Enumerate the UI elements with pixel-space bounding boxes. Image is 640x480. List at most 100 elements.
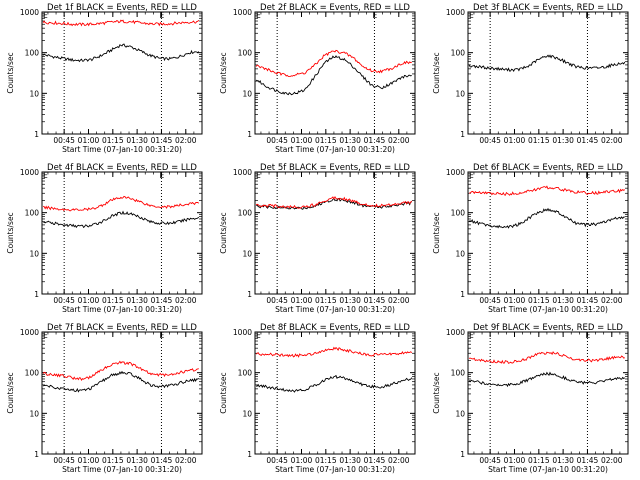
x-axis-label: Start Time (07-Jan-10 00:31:20) (62, 465, 182, 474)
series-line-lld (255, 196, 413, 209)
x-tick-label: 01:30 (126, 456, 148, 465)
y-tick-label: 1 (247, 130, 252, 139)
chart-title: Det 3f BLACK = Events, RED = LLD (473, 3, 623, 13)
x-axis-label: Start Time (07-Jan-10 00:31:20) (62, 305, 182, 314)
x-tick-label: 01:15 (528, 136, 550, 145)
y-tick-label: 1000 (233, 328, 252, 337)
y-tick-label: 1000 (20, 8, 39, 17)
y-tick-label: 1 (460, 130, 465, 139)
chart-panel-6: Det 6f BLACK = Events, RED = LLDEE110100… (432, 163, 629, 314)
plot-frame (41, 331, 203, 455)
y-tick-label: 1 (247, 450, 252, 459)
y-tick-label: 10 (455, 89, 465, 98)
y-tick-label: 1 (34, 130, 39, 139)
x-tick-label: 02:00 (388, 136, 410, 145)
series-line-lld (255, 49, 412, 78)
corner-label: E (43, 331, 48, 340)
y-axis-label: Counts/sec (219, 52, 228, 93)
y-tick-label: 1 (460, 290, 465, 299)
x-tick-label: 02:00 (175, 296, 197, 305)
y-tick-label: 1000 (20, 328, 39, 337)
y-tick-label: 10 (29, 249, 39, 258)
corner-label: E (469, 331, 474, 340)
x-tick-label: 00:45 (479, 456, 501, 465)
x-tick-label: 00:45 (266, 296, 288, 305)
series-line-events (42, 370, 200, 393)
chart-panel-3: Det 3f BLACK = Events, RED = LLDEE110100… (432, 3, 629, 145)
x-tick-label: 01:45 (577, 296, 599, 305)
y-tick-label: 100 (451, 209, 466, 218)
y-tick-label: 1 (34, 450, 39, 459)
x-tick-label: 00:45 (479, 136, 501, 145)
x-tick-label: 02:00 (388, 456, 410, 465)
y-tick-label: 10 (242, 409, 252, 418)
y-tick-label: 1000 (20, 168, 39, 177)
x-tick-label: 01:00 (504, 296, 526, 305)
x-tick-label: 01:15 (315, 296, 337, 305)
y-tick-label: 100 (25, 49, 40, 58)
y-tick-label: 10 (242, 89, 252, 98)
plot-frame (41, 11, 203, 135)
chart-title: Det 5f BLACK = Events, RED = LLD (260, 163, 410, 173)
corner-label: E (43, 171, 48, 180)
chart-title: Det 1f BLACK = Events, RED = LLD (47, 3, 197, 13)
series-line-events (468, 207, 625, 229)
y-tick-label: 100 (238, 49, 253, 58)
x-axis-label: Start Time (07-Jan-10 00:31:20) (488, 305, 608, 314)
y-tick-label: 1 (34, 290, 39, 299)
plot-frame (254, 11, 416, 135)
series-line-lld (468, 351, 625, 364)
series-line-lld (255, 346, 413, 358)
x-tick-label: 01:30 (552, 456, 574, 465)
corner-label: E (469, 171, 474, 180)
x-tick-label: 01:15 (315, 456, 337, 465)
y-axis-label: Counts/sec (432, 52, 441, 93)
chart-panel-8: Det 8f BLACK = Events, RED = LLDEE110100… (219, 323, 416, 474)
x-tick-label: 01:00 (78, 456, 100, 465)
x-tick-label: 01:45 (364, 296, 386, 305)
x-tick-label: 02:00 (601, 136, 623, 145)
chart-title: Det 8f BLACK = Events, RED = LLD (260, 323, 410, 333)
series-line-events (256, 374, 413, 393)
y-tick-label: 100 (25, 209, 40, 218)
x-tick-label: 01:00 (504, 136, 526, 145)
x-tick-label: 01:15 (102, 136, 124, 145)
corner-label: E (469, 11, 474, 20)
series-line-lld (42, 360, 199, 381)
series-line-events (468, 371, 626, 388)
plot-frame (467, 331, 629, 455)
series-line-events (468, 54, 626, 72)
chart-title: Det 9f BLACK = Events, RED = LLD (473, 323, 623, 333)
x-tick-label: 01:30 (339, 136, 361, 145)
x-tick-label: 00:45 (53, 136, 75, 145)
series-line-events (255, 55, 412, 96)
x-axis-label: Start Time (07-Jan-10 00:31:20) (275, 465, 395, 474)
x-axis-label: Start Time (07-Jan-10 00:31:20) (62, 145, 182, 154)
x-tick-label: 01:00 (78, 296, 100, 305)
x-tick-label: 00:45 (53, 456, 75, 465)
x-axis-label: Start Time (07-Jan-10 00:31:20) (488, 465, 608, 474)
y-axis-label: Counts/sec (6, 52, 15, 93)
chart-panel-5: Det 5f BLACK = Events, RED = LLDEE110100… (219, 163, 416, 314)
y-tick-label: 10 (29, 89, 39, 98)
y-tick-label: 100 (238, 209, 253, 218)
corner-label: E (256, 331, 261, 340)
y-axis-label: Counts/sec (6, 372, 15, 413)
x-tick-label: 01:45 (577, 136, 599, 145)
corner-label: E (256, 171, 261, 180)
y-tick-label: 1000 (233, 168, 252, 177)
x-tick-label: 01:15 (528, 456, 550, 465)
x-tick-label: 00:45 (479, 296, 501, 305)
y-axis-label: Counts/sec (219, 212, 228, 253)
x-tick-label: 01:15 (528, 296, 550, 305)
x-tick-label: 01:45 (577, 456, 599, 465)
plot-frame (254, 331, 416, 455)
corner-label: E (43, 11, 48, 20)
x-tick-label: 01:15 (102, 296, 124, 305)
chart-panel-2: Det 2f BLACK = Events, RED = LLDEE110100… (219, 3, 416, 154)
x-tick-label: 02:00 (388, 296, 410, 305)
y-tick-label: 1000 (233, 8, 252, 17)
x-tick-label: 02:00 (601, 456, 623, 465)
y-tick-label: 10 (242, 249, 252, 258)
x-tick-label: 00:45 (266, 136, 288, 145)
